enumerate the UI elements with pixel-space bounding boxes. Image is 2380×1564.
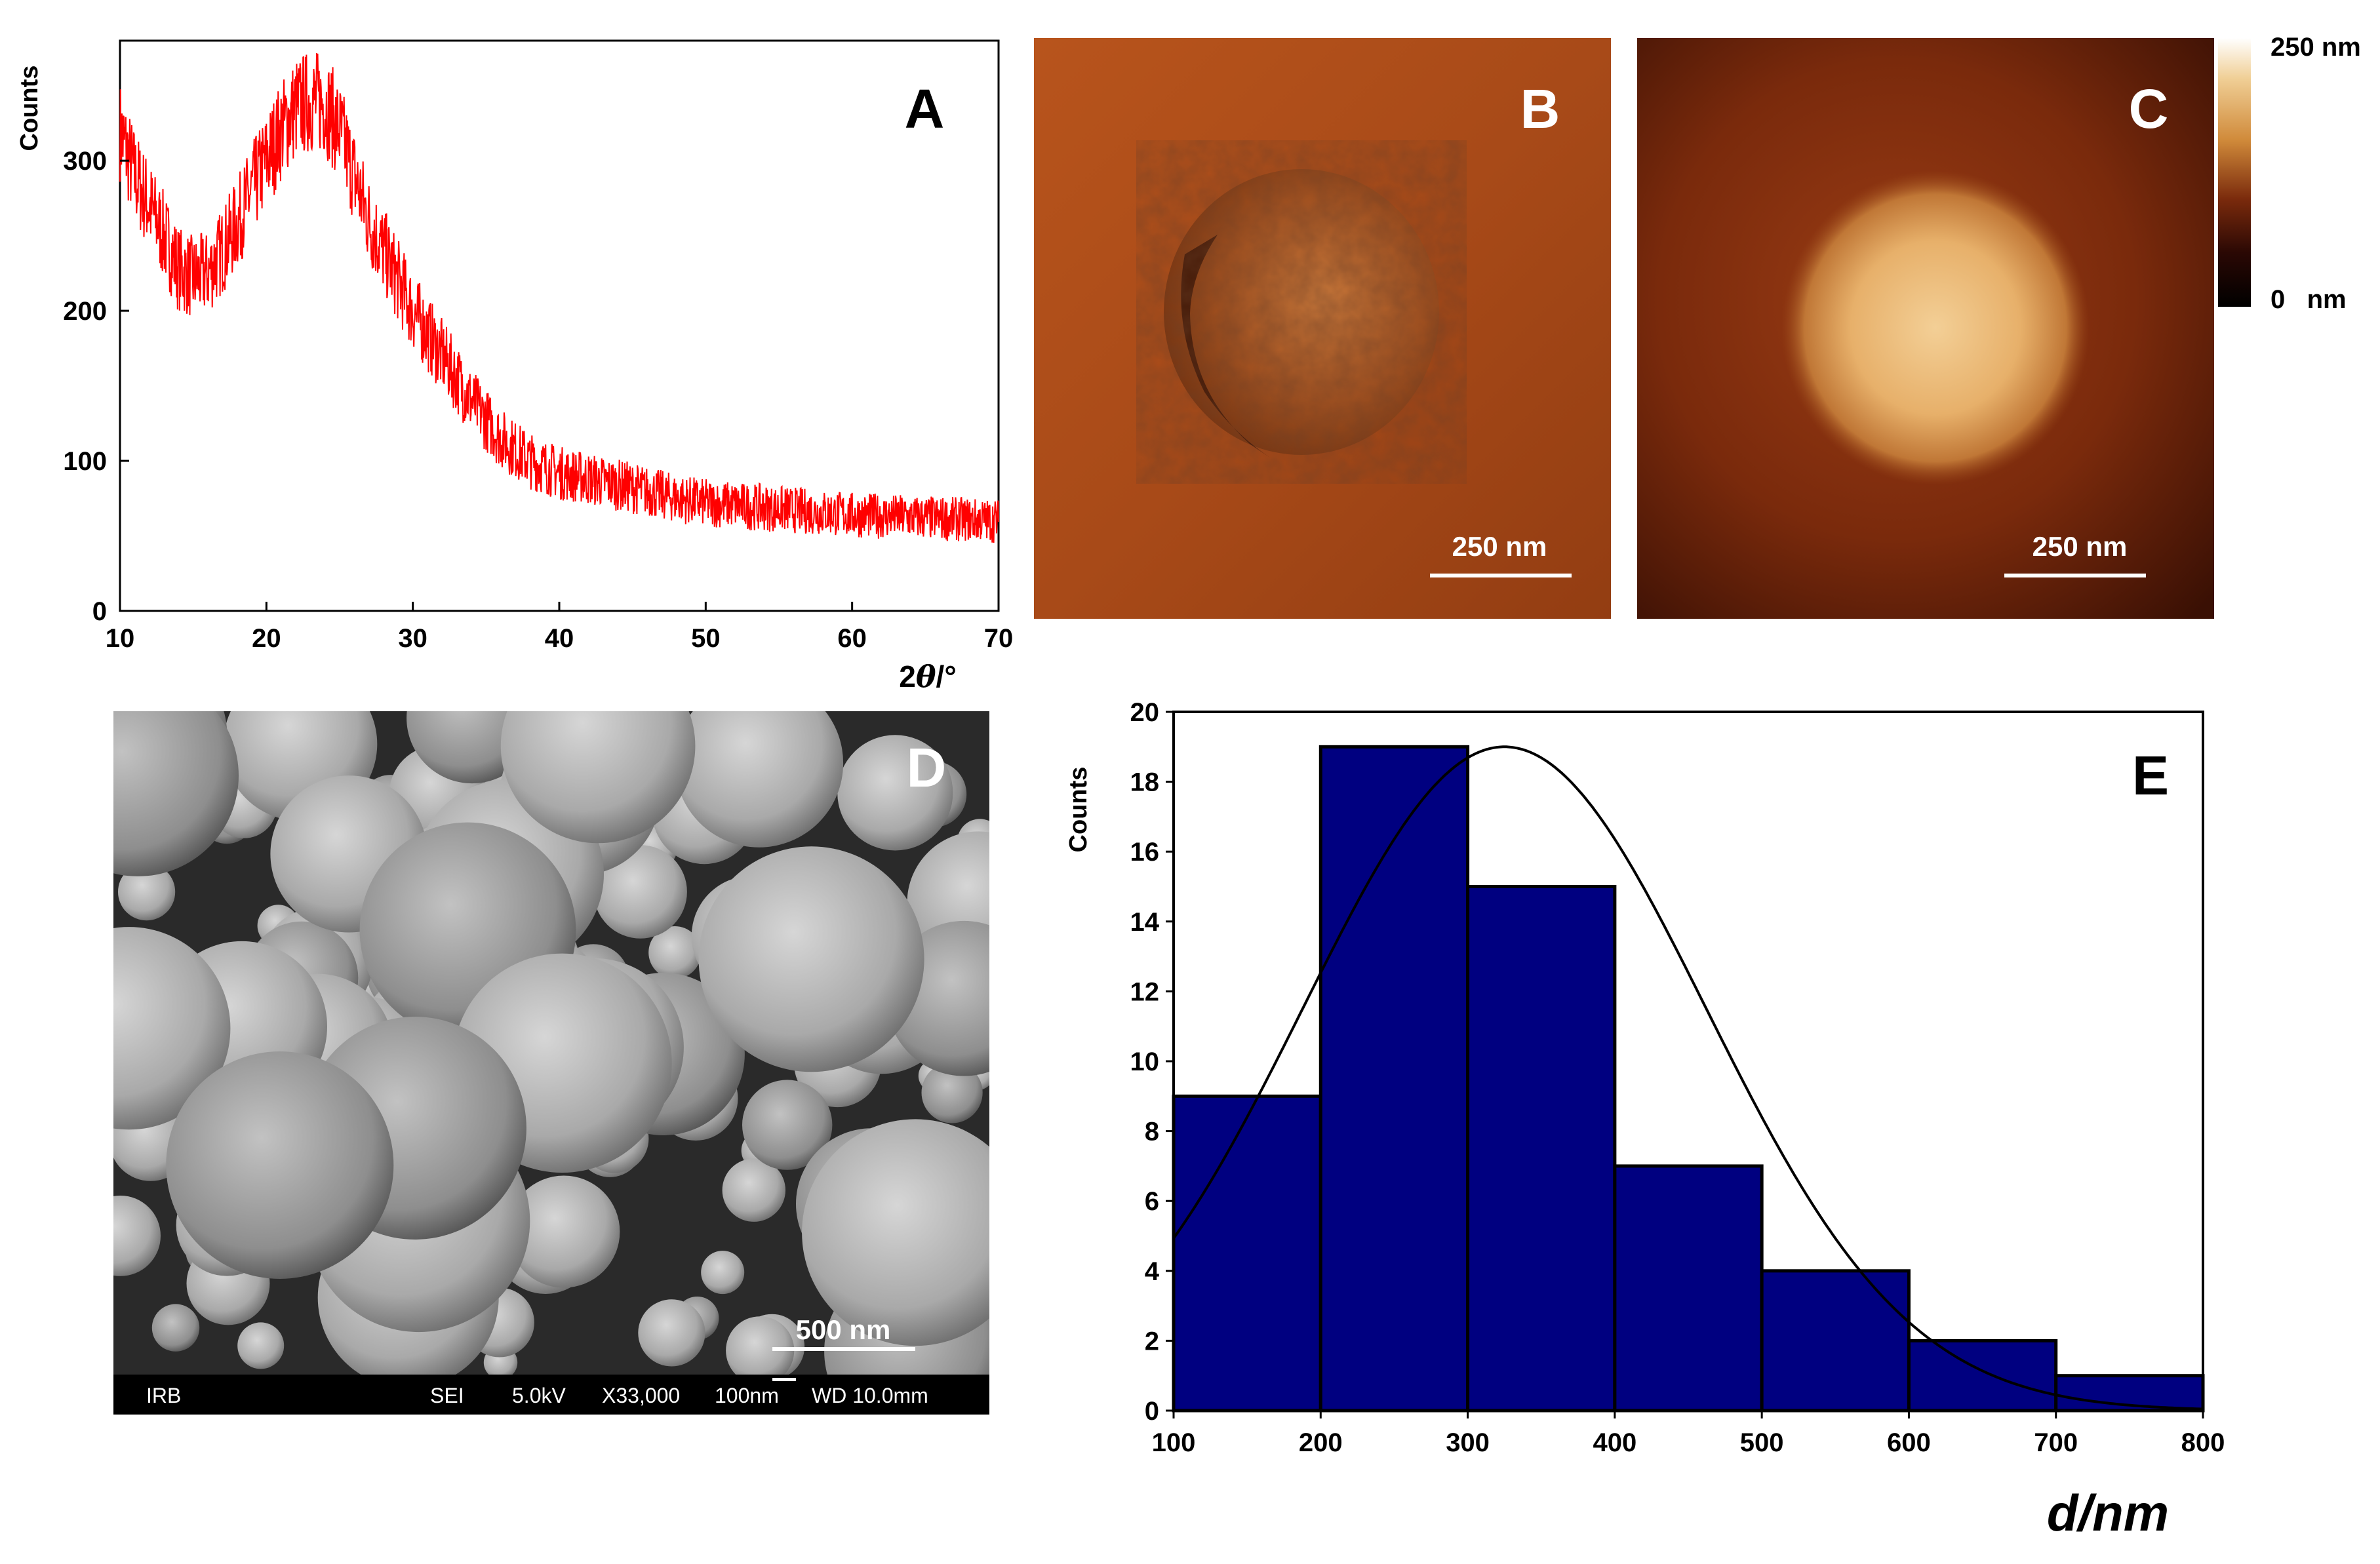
sem-sphere — [593, 845, 687, 939]
panel-a-ylabel: Counts — [16, 66, 43, 151]
panel-e-ytick-label: 6 — [1145, 1187, 1159, 1216]
panel-a-ytick-label: 300 — [63, 147, 107, 176]
panel-e-ytick-label: 18 — [1130, 768, 1160, 797]
panel-e-xtick-label: 100 — [1152, 1428, 1196, 1457]
panel-c-scalebar — [2004, 574, 2146, 577]
sem-info-working-distance: WD 10.0mm — [812, 1384, 928, 1407]
sem-sphere — [722, 1158, 785, 1222]
panel-a-xtick-label: 40 — [545, 624, 574, 653]
histogram-bar — [1466, 885, 1617, 1413]
panel-a-label: A — [905, 78, 945, 140]
sem-sphere — [742, 1080, 833, 1170]
sem-sphere — [726, 1316, 795, 1375]
sem-sphere — [507, 1175, 620, 1288]
sem-info-mode: SEI — [430, 1384, 464, 1407]
sem-sphere — [113, 927, 231, 1130]
panel-d-scalebar — [772, 1347, 915, 1351]
panel-a-xtick-label: 70 — [984, 624, 1014, 653]
panel-a-xtick-label: 10 — [106, 624, 135, 653]
panel-e-xtick-label: 700 — [2034, 1428, 2078, 1457]
panel-d-label: D — [907, 737, 947, 798]
colorbar-max-label: 250 nm — [2271, 33, 2361, 62]
histogram-bar — [1760, 1269, 1911, 1413]
sem-sphere — [701, 1251, 745, 1295]
colorbar-gradient — [2218, 38, 2251, 307]
panel-e-ytick-label: 8 — [1145, 1118, 1159, 1146]
panel-a-xtick-label: 60 — [837, 624, 867, 653]
panel-b-scalebar — [1430, 574, 1572, 577]
panel-d-scalebar-text: 500 nm — [796, 1314, 891, 1345]
panel-c-label: C — [2129, 78, 2169, 140]
panel-e-axes: 100 200 300 400 500 600 700 800 0 2 4 6 8 10 12 14 16 18 2… — [1130, 698, 2225, 1457]
panel-e-xtick-label: 400 — [1593, 1428, 1636, 1457]
panel-a-series — [119, 52, 999, 543]
panel-e-xtick-label: 600 — [1887, 1428, 1931, 1457]
panel-e-ytick-label: 12 — [1130, 977, 1160, 1006]
panel-e-ytick-label: 2 — [1145, 1327, 1159, 1356]
panel-a-xtick-label: 20 — [252, 624, 281, 653]
panel-b-label: B — [1520, 78, 1560, 140]
histogram-bar — [1319, 745, 1470, 1413]
panel-d-sem-image: D 500 nm IRB SEI 5.0kV X33,000 100nm WD … — [113, 711, 989, 1415]
panel-e-xtick-label: 200 — [1299, 1428, 1343, 1457]
sem-sphere — [675, 711, 844, 848]
sem-sphere — [151, 1304, 200, 1352]
panel-e-ytick-label: 16 — [1130, 838, 1160, 867]
panel-e-xtick-label: 300 — [1446, 1428, 1490, 1457]
panel-e-ytick-label: 14 — [1130, 908, 1160, 937]
panel-a-chart: 10 20 30 40 50 60 70 0 100 200 300 A Counts 2θ/° — [16, 39, 1013, 694]
panel-b-scalebar-text: 250 nm — [1452, 531, 1547, 562]
colorbar-min-label: 0 nm — [2271, 285, 2347, 314]
panel-b-afm-image: B 250 nm — [1034, 38, 1611, 619]
sem-info-voltage: 5.0kV — [512, 1384, 566, 1407]
panel-e-xtick-label: 800 — [2181, 1428, 2225, 1457]
sem-sphere — [837, 735, 953, 851]
panel-a-axes: 10 20 30 40 50 60 70 0 100 200 300 — [63, 147, 1013, 653]
panel-e-gaussian-fit — [1172, 745, 2204, 1411]
sem-info-bar-mark — [772, 1378, 796, 1381]
sem-sphere — [237, 1322, 285, 1369]
sem-sphere — [113, 711, 239, 876]
panel-d-info-bar — [113, 1375, 989, 1415]
sem-sphere — [802, 1119, 989, 1346]
panel-c-afm-image: C 250 nm — [1637, 38, 2214, 619]
sem-sphere — [921, 1062, 983, 1124]
panel-a-ytick-label: 100 — [63, 447, 107, 476]
panel-e-chart: 100 200 300 400 500 600 700 800 0 2 4 6 8 10 12 14 16 18 2… — [1065, 698, 2225, 1542]
panel-e-ytick-label: 4 — [1145, 1257, 1160, 1286]
sem-sphere — [698, 846, 924, 1072]
sem-info-bar-size: 100nm — [715, 1384, 779, 1407]
panel-c-scalebar-text: 250 nm — [2033, 531, 2128, 562]
panel-e-ytick-label: 20 — [1130, 698, 1160, 727]
sem-info-source: IRB — [146, 1384, 181, 1407]
panel-a-xlabel: 2θ/° — [899, 659, 956, 694]
panel-e-bars — [1172, 745, 2205, 1413]
sem-sphere — [118, 863, 176, 921]
histogram-bar — [1172, 1094, 1322, 1413]
panel-a-xrd-line — [119, 52, 999, 543]
panel-e-ytick-label: 0 — [1145, 1397, 1159, 1426]
panel-c-particle — [1781, 170, 2090, 485]
panel-a-ytick-label: 0 — [92, 597, 107, 626]
panel-e-label: E — [2132, 745, 2169, 806]
panel-a-plot-frame — [119, 39, 1000, 612]
panel-a-xtick-label: 50 — [691, 624, 721, 653]
panel-e-xtick-label: 500 — [1740, 1428, 1784, 1457]
panel-e-ylabel: Counts — [1065, 767, 1092, 853]
sem-sphere — [638, 1299, 705, 1367]
panel-a-ytick-label: 200 — [63, 297, 107, 326]
sem-info-magnification: X33,000 — [602, 1384, 680, 1407]
panel-e-ytick-label: 10 — [1130, 1047, 1160, 1076]
panel-d-info-text: IRB SEI 5.0kV X33,000 100nm WD 10.0mm — [146, 1378, 928, 1407]
sem-sphere — [166, 1051, 394, 1279]
sem-sphere — [113, 1196, 161, 1276]
histogram-bar — [1613, 1164, 1764, 1413]
panel-e-xlabel: d/nm — [2047, 1484, 2169, 1542]
sem-sphere — [648, 926, 702, 979]
histogram-bar — [1907, 1339, 2058, 1413]
panel-c-colorbar: 250 nm 0 nm — [2218, 33, 2361, 314]
panel-a-xtick-label: 30 — [398, 624, 427, 653]
sem-sphere — [500, 711, 696, 844]
panel-d-particles — [113, 711, 989, 1375]
